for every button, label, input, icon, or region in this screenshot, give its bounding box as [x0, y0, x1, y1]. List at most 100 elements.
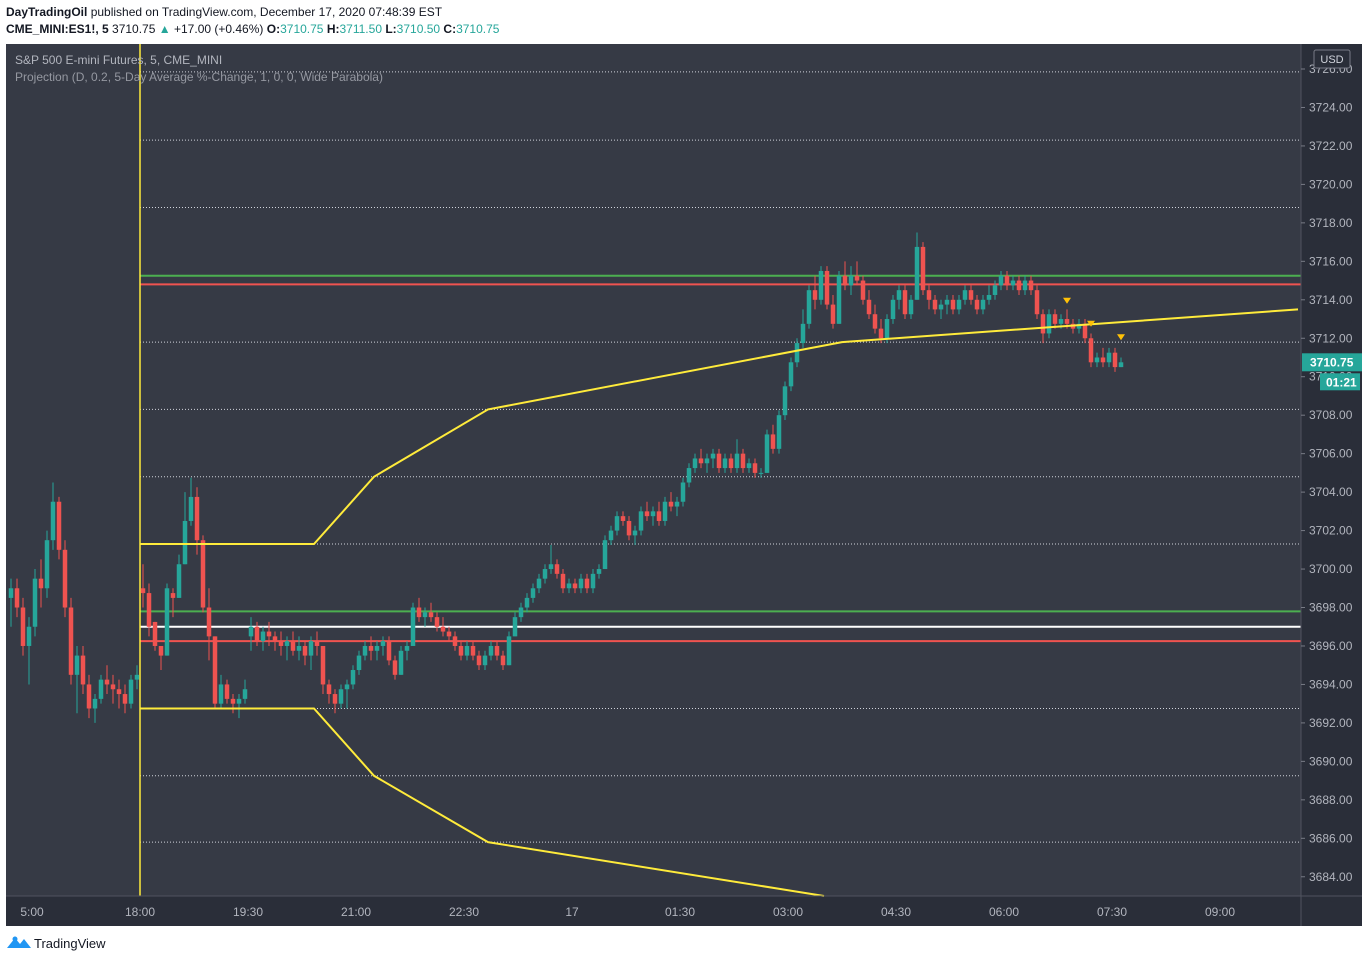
high-value: 3711.50: [339, 22, 383, 36]
candle-body: [638, 511, 644, 531]
candle-body: [752, 463, 758, 473]
candle-body: [68, 607, 74, 675]
publication-header: DayTradingOil published on TradingView.c…: [0, 0, 1368, 44]
currency-badge[interactable]: [1313, 49, 1351, 69]
time-tick-label: 18:00: [125, 905, 155, 919]
price-tick-label: 3720.00: [1309, 177, 1353, 191]
price-chart[interactable]: 3684.00 3686.00 3688.00 3690.00 3692.00 3694.…: [6, 44, 1362, 926]
author-name[interactable]: DayTradingOil: [6, 5, 88, 19]
candle-body: [218, 684, 224, 704]
close-value: 3710.75: [456, 22, 500, 36]
candle-body: [878, 328, 884, 339]
price-tick-label: 3686.00: [1309, 831, 1353, 845]
plot-area[interactable]: [6, 44, 1301, 896]
candle-body: [452, 636, 458, 646]
time-tick-label: 07:30: [1097, 905, 1127, 919]
candle-body: [254, 626, 260, 642]
price-tick-label: 3716.00: [1309, 254, 1353, 268]
candle-body: [812, 290, 818, 300]
candle-body: [236, 698, 242, 704]
candle-body: [212, 636, 218, 704]
candle-body: [86, 684, 92, 709]
candle-body: [944, 299, 950, 305]
candle-body: [782, 386, 788, 416]
candle-body: [374, 645, 380, 651]
candle-body: [818, 270, 824, 300]
indicator-label[interactable]: Projection (D, 0.2, 5-Day Average %-Chan…: [15, 70, 383, 84]
candle-body: [572, 583, 578, 589]
candle-body: [758, 472, 764, 474]
candle-body: [428, 612, 434, 618]
candle-body: [80, 655, 86, 685]
price-tick-label: 3722.00: [1309, 139, 1353, 153]
horizontal-levels: [139, 44, 1301, 896]
candle-body: [974, 299, 980, 310]
tradingview-logo-icon[interactable]: [6, 934, 32, 950]
candle-body: [1106, 352, 1112, 363]
candle-body: [920, 246, 926, 291]
candle-body: [722, 458, 728, 469]
candle-body: [932, 299, 938, 310]
price-tick-label: 3706.00: [1309, 447, 1353, 461]
chart-container[interactable]: 3684.00 3686.00 3688.00 3690.00 3692.00 3694.…: [6, 44, 1362, 926]
price-tick-label: 3708.00: [1309, 408, 1353, 422]
candle-body: [860, 280, 866, 300]
candle-body: [278, 641, 284, 646]
candle-body: [200, 540, 206, 608]
candle-body: [26, 626, 32, 646]
candle-body: [530, 588, 536, 598]
candle-body: [188, 496, 194, 521]
candle-body: [1034, 290, 1040, 315]
candle-body: [1118, 362, 1124, 368]
candle-body: [32, 578, 38, 627]
last-price-label: 3710.75: [1310, 355, 1354, 369]
candle-body: [626, 520, 632, 536]
candle-body: [434, 617, 440, 627]
chart-title: S&P 500 E-mini Futures, 5, CME_MINI: [15, 53, 222, 67]
candle-body: [686, 468, 692, 483]
candle-body: [998, 275, 1004, 286]
candles: [8, 232, 1124, 723]
candle-body: [362, 645, 368, 656]
candle-body: [266, 631, 272, 637]
candle-body: [1076, 323, 1082, 329]
price-axis[interactable]: 3684.00 3686.00 3688.00 3690.00 3692.00 3694.…: [1300, 44, 1362, 926]
candle-body: [206, 607, 212, 637]
candle-body: [512, 617, 518, 637]
candle-body: [842, 275, 848, 286]
candle-body: [548, 564, 554, 570]
price-tick-label: 3724.00: [1309, 100, 1353, 114]
candle-body: [698, 458, 704, 464]
candle-body: [596, 569, 602, 574]
candle-body: [344, 684, 350, 690]
candle-body: [1058, 319, 1064, 324]
candle-body: [566, 583, 572, 589]
candle-body: [692, 458, 698, 469]
time-tick-label: 06:00: [989, 905, 1019, 919]
tradingview-brand[interactable]: TradingView: [34, 936, 106, 951]
candle-body: [1016, 280, 1022, 291]
candle-body: [650, 511, 656, 517]
candle-body: [1040, 314, 1046, 334]
candle-body: [1052, 314, 1058, 324]
time-tick-label: 19:30: [233, 905, 263, 919]
open-value: 3710.75: [280, 22, 324, 36]
time-tick-label: 09:00: [1205, 905, 1235, 919]
signal-markers: [1063, 297, 1125, 341]
candle-body: [476, 655, 482, 666]
candle-body: [398, 650, 404, 675]
candle-body: [1004, 275, 1010, 286]
candle-body: [770, 434, 776, 449]
price-change: +17.00 (+0.46%): [174, 22, 264, 36]
candle-body: [506, 636, 512, 666]
candle-body: [830, 304, 836, 324]
symbol-name[interactable]: CME_MINI:ES1!, 5: [6, 22, 109, 36]
time-axis[interactable]: 5:00 18:00 19:30 21:00 22:30 17 01:30 03:00 04:3…: [6, 895, 1362, 919]
price-tick-label: 3702.00: [1309, 524, 1353, 538]
candle-body: [122, 694, 128, 704]
candle-body: [176, 564, 182, 598]
last-price-badge: [1302, 353, 1362, 372]
candle-body: [848, 275, 854, 286]
candle-body: [50, 501, 56, 541]
candle-body: [740, 453, 746, 469]
